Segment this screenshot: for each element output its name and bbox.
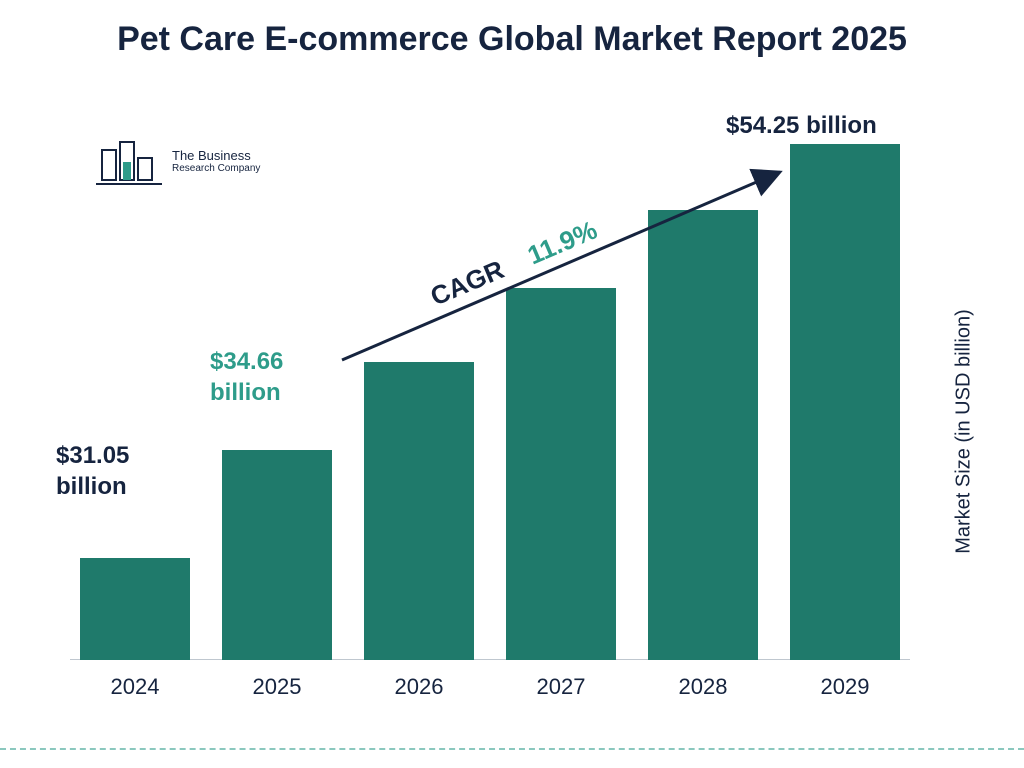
chart-container: { "title": { "text": "Pet Care E-commerc…: [0, 0, 1024, 768]
trend-arrow-icon: [0, 0, 1024, 768]
bottom-divider: [0, 748, 1024, 750]
y-axis-label: Market Size (in USD billion): [953, 292, 976, 572]
